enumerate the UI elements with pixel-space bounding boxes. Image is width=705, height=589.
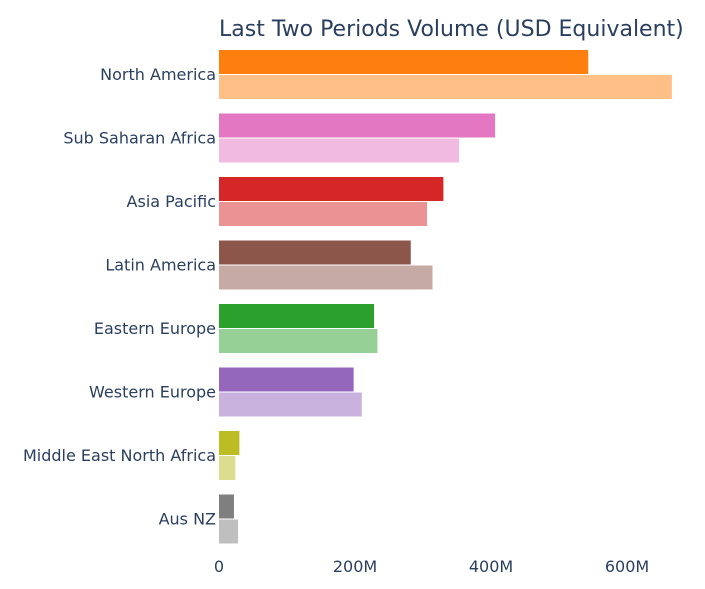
category-label-asia-pacific: Asia Pacific: [127, 192, 216, 211]
bar-western-europe-period-2: [219, 392, 362, 417]
bars-group: [219, 50, 672, 544]
category-label-north-america: North America: [100, 65, 216, 84]
bar-western-europe-period-1: [219, 367, 354, 392]
bar-asia-pacific-period-2: [219, 202, 428, 226]
category-label-eastern-europe: Eastern Europe: [94, 319, 216, 338]
category-labels: North America Sub Saharan Africa Asia Paci…: [23, 65, 216, 529]
x-tick-label: 0: [214, 557, 224, 576]
bar-aus-nz-period-1: [219, 494, 234, 519]
bar-middle-east-north-africa-period-2: [219, 456, 236, 480]
bar-north-america-period-1: [219, 50, 589, 74]
bar-latin-america-period-1: [219, 240, 411, 265]
bar-eastern-europe-period-1: [219, 304, 375, 328]
category-label-western-europe: Western Europe: [89, 383, 216, 402]
bar-sub-saharan-africa-period-2: [219, 138, 460, 163]
x-tick-label: 200M: [333, 557, 377, 576]
bar-latin-america-period-2: [219, 265, 433, 290]
bar-middle-east-north-africa-period-1: [219, 431, 240, 455]
bar-north-america-period-2: [219, 75, 672, 99]
chart-title: Last Two Periods Volume (USD Equivalent): [219, 17, 684, 42]
x-axis-ticks: 0 200M 400M 600M: [214, 557, 649, 576]
category-label-sub-saharan-africa: Sub Saharan Africa: [63, 129, 216, 148]
category-label-latin-america: Latin America: [105, 256, 216, 275]
x-tick-label: 400M: [469, 557, 513, 576]
bar-asia-pacific-period-1: [219, 177, 444, 201]
bar-sub-saharan-africa-period-1: [219, 113, 496, 138]
category-label-middle-east-north-africa: Middle East North Africa: [23, 446, 216, 465]
category-label-aus-nz: Aus NZ: [159, 510, 216, 529]
bar-aus-nz-period-2: [219, 519, 239, 544]
bar-eastern-europe-period-2: [219, 329, 378, 353]
x-tick-label: 600M: [605, 557, 649, 576]
